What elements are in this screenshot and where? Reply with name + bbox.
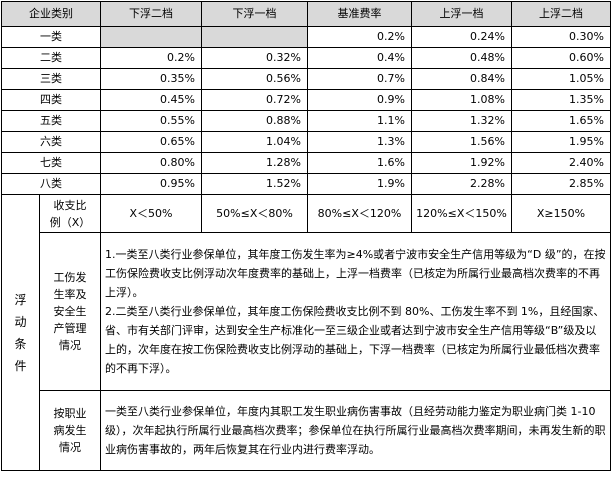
category-cell: 五类 xyxy=(1,110,101,132)
disease-label: 按职业 病发生 情况 xyxy=(39,390,101,471)
rate-table: 企业类别 下浮二档 下浮一档 基准费率 上浮一档 上浮二档 一类 0.2% 0.… xyxy=(1,1,611,471)
float-conditions-label: 浮 动 条 件 xyxy=(1,194,40,471)
category-cell: 七类 xyxy=(1,152,101,174)
category-cell: 一类 xyxy=(1,26,101,48)
rate-cell: 2.28% xyxy=(411,173,512,195)
rate-cell: 1.95% xyxy=(511,131,611,153)
table-row: 七类 0.80% 1.28% 1.6% 1.92% 2.40% xyxy=(1,152,611,174)
rate-cell: 0.32% xyxy=(201,47,308,69)
table-row: 三类 0.35% 0.56% 0.7% 0.84% 1.05% xyxy=(1,68,611,90)
rate-cell: 0.56% xyxy=(201,68,308,90)
rate-cell: 1.04% xyxy=(201,131,308,153)
rate-cell: 0.72% xyxy=(201,89,308,111)
rate-cell: 0.24% xyxy=(411,26,512,48)
rate-cell xyxy=(100,26,202,48)
safety-label: 工伤发 生率及 安全生 产管理 情况 xyxy=(39,232,101,391)
safety-paragraph-1: 1.一类至八类行业参保单位，其年度工伤发生率为≥4%或者宁波市安全生产信用等级为… xyxy=(105,248,606,299)
rate-cell: 1.52% xyxy=(201,173,308,195)
rate-cell: 1.65% xyxy=(511,110,611,132)
ratio-row: 浮 动 条 件 收支比 例（X） X＜50% 50%≤X＜80% 80%≤X＜1… xyxy=(1,194,611,471)
header-row: 企业类别 下浮二档 下浮一档 基准费率 上浮一档 上浮二档 xyxy=(1,1,611,27)
rate-cell: 1.56% xyxy=(411,131,512,153)
ratio-cell: 80%≤X＜120% xyxy=(307,194,412,233)
rate-cell: 0.9% xyxy=(307,89,412,111)
header-down-2: 下浮二档 xyxy=(100,1,202,27)
rate-cell: 1.08% xyxy=(411,89,512,111)
rate-cell: 1.32% xyxy=(411,110,512,132)
rate-cell: 1.35% xyxy=(511,89,611,111)
category-cell: 八类 xyxy=(1,173,101,195)
rate-cell: 0.60% xyxy=(511,47,611,69)
rate-cell: 0.30% xyxy=(511,26,611,48)
category-cell: 四类 xyxy=(1,89,101,111)
rate-cell: 0.80% xyxy=(100,152,202,174)
ratio-label: 收支比 例（X） xyxy=(39,194,101,233)
table-row: 五类 0.55% 0.88% 1.1% 1.32% 1.65% xyxy=(1,110,611,132)
header-base: 基准费率 xyxy=(307,1,412,27)
table-row: 六类 0.65% 1.04% 1.3% 1.56% 1.95% xyxy=(1,131,611,153)
rate-cell: 0.45% xyxy=(100,89,202,111)
rate-cell: 1.9% xyxy=(307,173,412,195)
rate-cell: 1.92% xyxy=(411,152,512,174)
category-cell: 六类 xyxy=(1,131,101,153)
rate-cell: 1.3% xyxy=(307,131,412,153)
ratio-cell: X＜50% xyxy=(100,194,202,233)
ratio-cell: 50%≤X＜80% xyxy=(201,194,308,233)
rate-cell: 0.4% xyxy=(307,47,412,69)
table-row: 八类 0.95% 1.52% 1.9% 2.28% 2.85% xyxy=(1,173,611,195)
rate-cell: 0.2% xyxy=(307,26,412,48)
rate-cell xyxy=(201,26,308,48)
rate-cell: 0.65% xyxy=(100,131,202,153)
ratio-cell: 120%≤X＜150% xyxy=(411,194,512,233)
safety-paragraph-2: 2.二类至八类行业参保单位，其年度工伤保险费收支比例不到 80%、工伤发生率不到… xyxy=(105,305,605,375)
header-category: 企业类别 xyxy=(1,1,101,27)
header-up-1: 上浮一档 xyxy=(411,1,512,27)
rate-cell: 1.28% xyxy=(201,152,308,174)
rate-cell: 0.2% xyxy=(100,47,202,69)
header-up-2: 上浮二档 xyxy=(511,1,611,27)
category-cell: 三类 xyxy=(1,68,101,90)
header-down-1: 下浮一档 xyxy=(201,1,308,27)
safety-description: 1.一类至八类行业参保单位，其年度工伤发生率为≥4%或者宁波市安全生产信用等级为… xyxy=(100,232,611,391)
table-row: 一类 0.2% 0.24% 0.30% xyxy=(1,26,611,48)
table-row: 二类 0.2% 0.32% 0.4% 0.48% 0.60% xyxy=(1,47,611,69)
rate-cell: 0.35% xyxy=(100,68,202,90)
disease-row: 按职业 病发生 情况 一类至八类行业参保单位，年度内其职工发生职业病伤害事故（且… xyxy=(2,390,611,471)
rate-cell: 2.85% xyxy=(511,173,611,195)
rate-cell: 0.88% xyxy=(201,110,308,132)
table-row: 四类 0.45% 0.72% 0.9% 1.08% 1.35% xyxy=(1,89,611,111)
rate-cell: 2.40% xyxy=(511,152,611,174)
rate-cell: 0.48% xyxy=(411,47,512,69)
ratio-cell: X≥150% xyxy=(511,194,611,233)
rate-cell: 0.7% xyxy=(307,68,412,90)
category-cell: 二类 xyxy=(1,47,101,69)
safety-row: 工伤发 生率及 安全生 产管理 情况 1.一类至八类行业参保单位，其年度工伤发生… xyxy=(2,232,611,391)
rate-cell: 0.55% xyxy=(100,110,202,132)
rate-cell: 0.84% xyxy=(411,68,512,90)
rate-cell: 1.05% xyxy=(511,68,611,90)
rate-cell: 1.1% xyxy=(307,110,412,132)
disease-description: 一类至八类行业参保单位，年度内其职工发生职业病伤害事故（且经劳动能力鉴定为职业病… xyxy=(100,390,611,471)
rate-cell: 0.95% xyxy=(100,173,202,195)
rate-cell: 1.6% xyxy=(307,152,412,174)
